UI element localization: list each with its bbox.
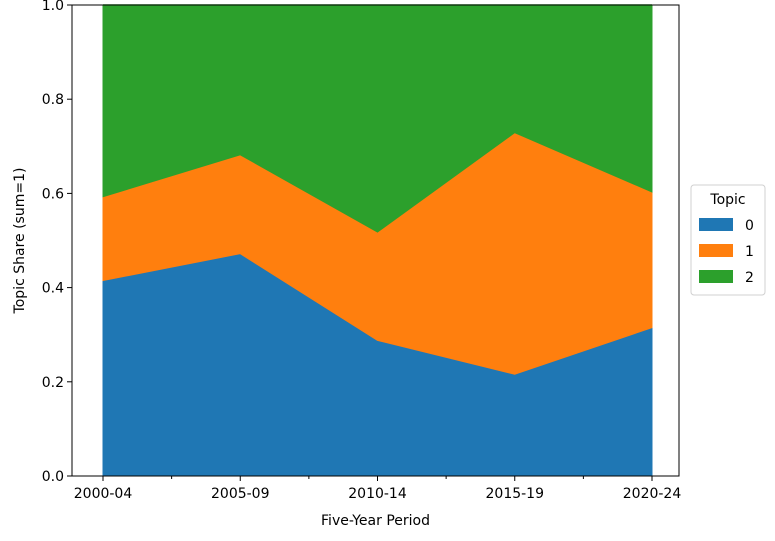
legend-label-0: 0 xyxy=(745,218,754,234)
x-tick-label: 2005-09 xyxy=(211,486,270,502)
legend-box xyxy=(690,184,766,296)
legend-swatch-0 xyxy=(699,218,733,231)
x-tick-label: 2010-14 xyxy=(348,486,407,502)
plot-frame xyxy=(71,4,680,477)
legend-title: Topic xyxy=(709,192,745,208)
y-tick-label: 1.0 xyxy=(42,0,64,14)
y-tick-label: 0.4 xyxy=(42,281,64,297)
y-tick-label: 0.6 xyxy=(42,186,64,202)
x-tick-label: 2000-04 xyxy=(74,486,133,502)
legend-swatch-2 xyxy=(699,270,733,283)
area-layer xyxy=(102,4,653,477)
axis-ticks: 0.0 0.2 0.4 0.6 0.8 1.0 2000-04 2005-09 2010-14 2… xyxy=(42,0,682,502)
legend-label-2: 2 xyxy=(745,270,754,286)
legend-swatch-1 xyxy=(699,244,733,257)
x-tick-label: 2015-19 xyxy=(486,486,545,502)
x-axis-label: Five-Year Period xyxy=(321,513,430,529)
legend: Topic 0 1 2 xyxy=(690,184,766,296)
y-axis-label: Topic Share (sum=1) xyxy=(12,168,28,315)
y-tick-label: 0.0 xyxy=(42,469,64,485)
x-tick-label: 2020-24 xyxy=(623,486,682,502)
y-tick-label: 0.8 xyxy=(42,92,64,108)
y-tick-label: 0.2 xyxy=(42,375,64,391)
legend-label-1: 1 xyxy=(745,244,754,260)
